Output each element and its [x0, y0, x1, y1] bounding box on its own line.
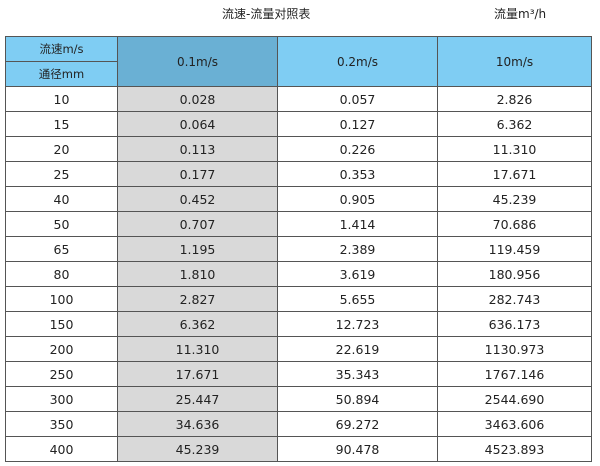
- table-row: 150 6.362 12.723 636.173: [5, 311, 592, 337]
- table-row: 65 1.195 2.389 119.459: [5, 236, 592, 262]
- table-row: 50 0.707 1.414 70.686: [5, 211, 592, 237]
- diameter-cell: 100: [5, 286, 118, 312]
- table-row: 40 0.452 0.905 45.239: [5, 186, 592, 212]
- flow-cell: 0.028: [117, 86, 278, 112]
- diameter-cell: 50: [5, 211, 118, 237]
- table-row: 350 34.636 69.272 3463.606: [5, 411, 592, 437]
- flow-cell: 50.894: [277, 386, 438, 412]
- diameter-cell: 400: [5, 436, 118, 462]
- flow-cell: 2544.690: [437, 386, 592, 412]
- table-row: 80 1.810 3.619 180.956: [5, 261, 592, 287]
- flow-cell: 17.671: [117, 361, 278, 387]
- column-header: 0.2m/s: [277, 36, 438, 87]
- flow-cell: 636.173: [437, 311, 592, 337]
- column-header: 0.1m/s: [117, 36, 278, 87]
- flow-table: 流速m/s 0.1m/s 0.2m/s 10m/s 通径mm 10 0.028 0.…: [5, 36, 592, 462]
- diameter-cell: 150: [5, 311, 118, 337]
- flow-cell: 0.057: [277, 86, 438, 112]
- flow-cell: 25.447: [117, 386, 278, 412]
- table-row: 300 25.447 50.894 2544.690: [5, 386, 592, 412]
- table-row: 20 0.113 0.226 11.310: [5, 136, 592, 162]
- diameter-cell: 200: [5, 336, 118, 362]
- diameter-cell: 40: [5, 186, 118, 212]
- table-row: 100 2.827 5.655 282.743: [5, 286, 592, 312]
- flow-cell: 22.619: [277, 336, 438, 362]
- flow-cell: 0.353: [277, 161, 438, 187]
- flow-cell: 0.452: [117, 186, 278, 212]
- flow-cell: 34.636: [117, 411, 278, 437]
- flow-cell: 119.459: [437, 236, 592, 262]
- diameter-cell: 10: [5, 86, 118, 112]
- flow-cell: 45.239: [437, 186, 592, 212]
- diameter-cell: 20: [5, 136, 118, 162]
- flow-cell: 17.671: [437, 161, 592, 187]
- diameter-cell: 350: [5, 411, 118, 437]
- flow-cell: 0.113: [117, 136, 278, 162]
- table-row: 15 0.064 0.127 6.362: [5, 111, 592, 137]
- diameter-cell: 80: [5, 261, 118, 287]
- table-row: 25 0.177 0.353 17.671: [5, 161, 592, 187]
- flow-cell: 70.686: [437, 211, 592, 237]
- table-title: 流速-流量对照表: [222, 7, 311, 21]
- flow-cell: 0.226: [277, 136, 438, 162]
- diameter-cell: 25: [5, 161, 118, 187]
- flow-cell: 180.956: [437, 261, 592, 287]
- diameter-cell: 65: [5, 236, 118, 262]
- flow-cell: 2.827: [117, 286, 278, 312]
- table-row: 200 11.310 22.619 1130.973: [5, 336, 592, 362]
- flow-cell: 2.389: [277, 236, 438, 262]
- flow-cell: 5.655: [277, 286, 438, 312]
- flow-cell: 90.478: [277, 436, 438, 462]
- flow-cell: 1.195: [117, 236, 278, 262]
- flow-cell: 6.362: [117, 311, 278, 337]
- diameter-cell: 300: [5, 386, 118, 412]
- flow-cell: 1.414: [277, 211, 438, 237]
- flow-cell: 1.810: [117, 261, 278, 287]
- flow-cell: 11.310: [437, 136, 592, 162]
- corner-header-diameter: 通径mm: [5, 61, 118, 87]
- table-row: 10 0.028 0.057 2.826: [5, 86, 592, 112]
- flow-cell: 35.343: [277, 361, 438, 387]
- column-header: 10m/s: [437, 36, 592, 87]
- flow-cell: 69.272: [277, 411, 438, 437]
- table-row: 250 17.671 35.343 1767.146: [5, 361, 592, 387]
- table-row: 400 45.239 90.478 4523.893: [5, 436, 592, 462]
- flow-cell: 6.362: [437, 111, 592, 137]
- flow-cell: 11.310: [117, 336, 278, 362]
- flow-cell: 3.619: [277, 261, 438, 287]
- diameter-cell: 15: [5, 111, 118, 137]
- flow-cell: 0.905: [277, 186, 438, 212]
- flow-cell: 12.723: [277, 311, 438, 337]
- flow-cell: 1767.146: [437, 361, 592, 387]
- flow-cell: 45.239: [117, 436, 278, 462]
- flow-cell: 2.826: [437, 86, 592, 112]
- flow-cell: 4523.893: [437, 436, 592, 462]
- flow-cell: 282.743: [437, 286, 592, 312]
- flow-cell: 0.127: [277, 111, 438, 137]
- flow-cell: 0.707: [117, 211, 278, 237]
- flow-cell: 0.177: [117, 161, 278, 187]
- flow-cell: 3463.606: [437, 411, 592, 437]
- flow-cell: 1130.973: [437, 336, 592, 362]
- unit-label: 流量m³/h: [494, 7, 547, 21]
- flow-cell: 0.064: [117, 111, 278, 137]
- diameter-cell: 250: [5, 361, 118, 387]
- corner-header-velocity: 流速m/s: [5, 36, 118, 62]
